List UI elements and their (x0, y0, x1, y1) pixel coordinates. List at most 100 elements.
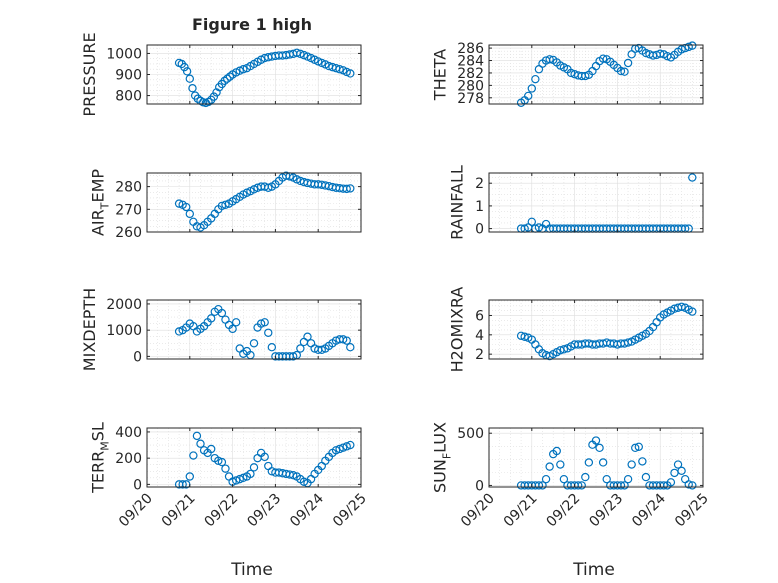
data-point (527, 217, 537, 226)
data-point (346, 184, 355, 193)
data-point (292, 48, 301, 57)
data-point (520, 332, 529, 341)
data-point (538, 481, 547, 490)
y-tick-label: 1000 (106, 46, 142, 62)
data-point (620, 481, 629, 490)
data-point (556, 460, 565, 469)
data-point (264, 183, 273, 192)
data-point (317, 345, 326, 355)
x-axis-label-left: Time (230, 560, 273, 580)
subplot-rainfall: 0 1 2 RAINFALL (448, 165, 704, 240)
data-point (527, 84, 537, 93)
y-tick-label: 278 (457, 91, 484, 107)
data-point (256, 319, 266, 328)
data-point (217, 308, 227, 318)
data-point (616, 66, 626, 76)
data-point (260, 318, 269, 327)
data-point (174, 327, 184, 336)
data-point (209, 92, 219, 101)
data-point (239, 65, 248, 74)
data-point (559, 345, 569, 354)
y-tick-label: 280 (115, 180, 142, 196)
data-point (627, 460, 636, 469)
data-point (204, 97, 213, 107)
y-tick-label: 0 (475, 222, 484, 238)
data-point (631, 443, 640, 453)
x-axis-label-right: Time (572, 560, 615, 580)
data-point (296, 344, 305, 353)
subplot-pressure: 800 900 1000 PRESSURE (80, 32, 362, 117)
data-point (221, 464, 230, 473)
data-point (566, 68, 576, 78)
y-label-part: EMP (89, 169, 108, 203)
data-point (178, 480, 187, 489)
data-point (688, 173, 697, 182)
data-point (260, 452, 269, 462)
y-label-part: SL (89, 422, 108, 441)
subplot-h2omixra: 2 4 6 H2OMIXRA (448, 287, 704, 372)
series-sun-flux (516, 436, 697, 490)
data-point (192, 431, 202, 441)
axes-box (488, 299, 704, 360)
y-label-subscript: T (99, 202, 112, 210)
y-axis-label: MIXDEPTH (80, 288, 99, 371)
data-point (299, 477, 309, 486)
y-axis-label: SUNFLUX (431, 422, 454, 493)
data-point (342, 184, 351, 194)
plot-area (489, 173, 703, 232)
y-axis-label: TERRMSL (89, 422, 112, 494)
data-point (180, 62, 189, 72)
data-point (623, 474, 633, 484)
data-point (289, 352, 298, 361)
data-point (688, 481, 697, 490)
data-point (595, 443, 604, 453)
y-tick-label: 0 (475, 478, 484, 494)
y-label-subscript: F (441, 453, 454, 459)
y-tick-label: 0 (133, 349, 142, 365)
series-air-temp (174, 171, 355, 232)
grid (488, 428, 704, 487)
data-point (559, 474, 569, 484)
y-tick-label: 4 (475, 328, 484, 344)
data-point (688, 41, 697, 50)
data-point (545, 55, 554, 64)
data-point (217, 457, 227, 467)
data-point (666, 478, 676, 487)
data-point (684, 42, 693, 52)
data-point (267, 343, 277, 352)
data-point (584, 458, 594, 467)
y-label-part: LUX (431, 422, 450, 453)
data-point (338, 443, 348, 452)
series-terr-msl (174, 431, 355, 489)
y-axis-label: AIRTEMP (89, 169, 112, 236)
data-point (342, 442, 351, 451)
data-point (623, 338, 633, 347)
data-point (581, 472, 590, 482)
y-label-part: AIR (89, 209, 108, 236)
series-h2omixra (516, 302, 697, 361)
y-tick-label: 400 (115, 425, 142, 441)
data-point (206, 444, 216, 454)
data-point (249, 339, 259, 348)
data-point (342, 336, 351, 345)
y-tick-label: 282 (457, 66, 484, 82)
data-point (331, 446, 341, 455)
data-point (185, 209, 194, 219)
data-point (189, 451, 198, 460)
data-point (289, 471, 298, 480)
data-point (598, 458, 608, 467)
data-point (673, 460, 683, 469)
data-point (677, 466, 686, 476)
data-point (225, 72, 235, 81)
y-tick-label: 500 (457, 426, 484, 442)
data-point (620, 67, 629, 76)
data-point (335, 444, 344, 454)
data-point (196, 439, 205, 448)
data-point (598, 54, 608, 63)
data-point (541, 474, 551, 484)
data-point (185, 472, 194, 481)
data-point (206, 314, 216, 323)
data-point (335, 65, 344, 74)
